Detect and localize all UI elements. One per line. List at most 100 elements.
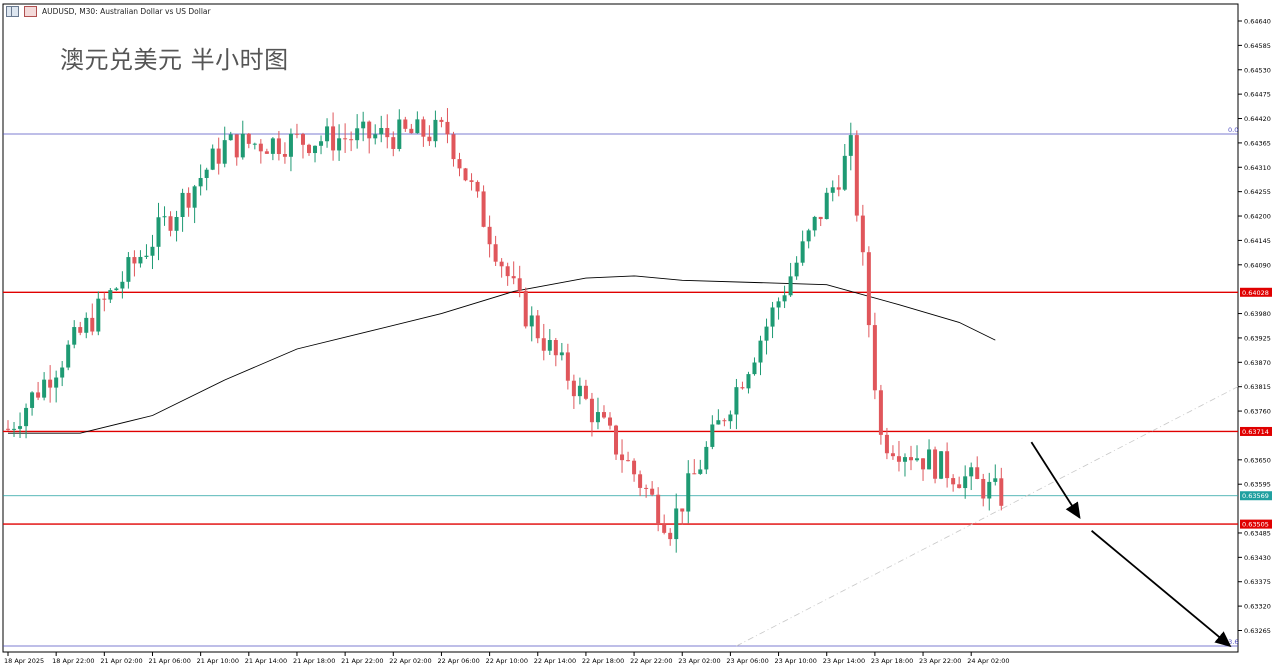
candle[interactable]	[842, 143, 847, 191]
candle[interactable]	[307, 143, 311, 156]
candle[interactable]	[367, 120, 372, 154]
candle[interactable]	[921, 458, 926, 481]
candle[interactable]	[601, 405, 606, 419]
candle[interactable]	[680, 508, 685, 525]
candle[interactable]	[716, 409, 721, 425]
candle[interactable]	[662, 514, 667, 535]
candle[interactable]	[909, 445, 913, 471]
candle[interactable]	[878, 384, 883, 445]
candle[interactable]	[343, 123, 348, 153]
candle[interactable]	[626, 451, 631, 462]
candle[interactable]	[96, 291, 101, 336]
candle[interactable]	[114, 287, 119, 291]
candle[interactable]	[198, 164, 203, 196]
candle[interactable]	[824, 187, 829, 220]
candle[interactable]	[120, 271, 125, 299]
candle[interactable]	[493, 235, 498, 267]
candle[interactable]	[258, 139, 263, 164]
candle[interactable]	[300, 132, 305, 159]
candle[interactable]	[60, 361, 65, 387]
candle[interactable]	[12, 421, 17, 437]
candle[interactable]	[156, 202, 161, 261]
candle[interactable]	[535, 309, 540, 344]
candle[interactable]	[915, 445, 920, 462]
candle[interactable]	[313, 145, 318, 163]
candle[interactable]	[698, 459, 703, 475]
candle[interactable]	[866, 246, 871, 338]
candle[interactable]	[349, 131, 354, 152]
candle[interactable]	[963, 465, 968, 499]
candle[interactable]	[571, 374, 576, 409]
candle[interactable]	[806, 228, 811, 249]
candle[interactable]	[650, 481, 655, 497]
candle[interactable]	[319, 135, 324, 155]
candle[interactable]	[933, 446, 938, 484]
down-arrow[interactable]	[1030, 441, 1081, 519]
candle[interactable]	[517, 265, 522, 298]
trend-line[interactable]	[736, 384, 1243, 647]
candle[interactable]	[734, 378, 739, 430]
candle[interactable]	[668, 528, 673, 546]
candle[interactable]	[150, 234, 155, 270]
candle[interactable]	[969, 462, 974, 491]
candle[interactable]	[728, 410, 733, 429]
candle[interactable]	[355, 114, 360, 149]
candle[interactable]	[999, 467, 1004, 511]
candle[interactable]	[439, 117, 444, 128]
candle[interactable]	[403, 116, 408, 132]
candle[interactable]	[282, 142, 287, 164]
candle[interactable]	[638, 470, 643, 497]
candle[interactable]	[547, 329, 552, 356]
candle[interactable]	[818, 216, 823, 227]
candle[interactable]	[210, 144, 215, 171]
candle[interactable]	[848, 122, 853, 171]
candle[interactable]	[246, 132, 251, 149]
candle[interactable]	[415, 111, 420, 134]
candle[interactable]	[632, 458, 637, 482]
candle[interactable]	[433, 110, 438, 148]
candle[interactable]	[192, 184, 197, 224]
candle[interactable]	[132, 250, 137, 277]
candle[interactable]	[752, 357, 757, 376]
candle[interactable]	[24, 403, 29, 439]
candle[interactable]	[981, 473, 986, 507]
candle[interactable]	[222, 126, 227, 168]
candle[interactable]	[18, 412, 23, 439]
candle[interactable]	[939, 451, 944, 480]
candle[interactable]	[499, 258, 504, 278]
candle[interactable]	[890, 445, 895, 460]
candle[interactable]	[644, 484, 649, 498]
candle[interactable]	[204, 167, 209, 191]
candle[interactable]	[860, 204, 865, 266]
candle[interactable]	[90, 303, 95, 336]
candle[interactable]	[523, 287, 528, 329]
candle[interactable]	[541, 323, 546, 361]
candle[interactable]	[234, 134, 239, 166]
candle[interactable]	[270, 137, 275, 161]
candle[interactable]	[174, 210, 179, 242]
candle[interactable]	[391, 131, 396, 157]
candle[interactable]	[331, 112, 336, 161]
candle[interactable]	[830, 180, 835, 202]
candle[interactable]	[409, 123, 414, 134]
down-arrow[interactable]	[1091, 530, 1232, 648]
candle[interactable]	[686, 460, 691, 524]
candle[interactable]	[481, 185, 486, 228]
candle[interactable]	[559, 342, 564, 361]
candle[interactable]	[764, 318, 769, 355]
candle[interactable]	[162, 206, 167, 226]
candle[interactable]	[264, 148, 269, 154]
candle[interactable]	[812, 215, 817, 237]
candle[interactable]	[6, 420, 10, 431]
candle[interactable]	[565, 343, 570, 390]
candle[interactable]	[66, 340, 71, 371]
candle[interactable]	[529, 306, 534, 342]
candle[interactable]	[36, 381, 41, 401]
candle[interactable]	[740, 381, 745, 390]
candle[interactable]	[595, 397, 600, 430]
candle[interactable]	[42, 372, 47, 401]
candle[interactable]	[288, 128, 293, 172]
candle[interactable]	[126, 252, 131, 289]
candle[interactable]	[722, 418, 727, 427]
